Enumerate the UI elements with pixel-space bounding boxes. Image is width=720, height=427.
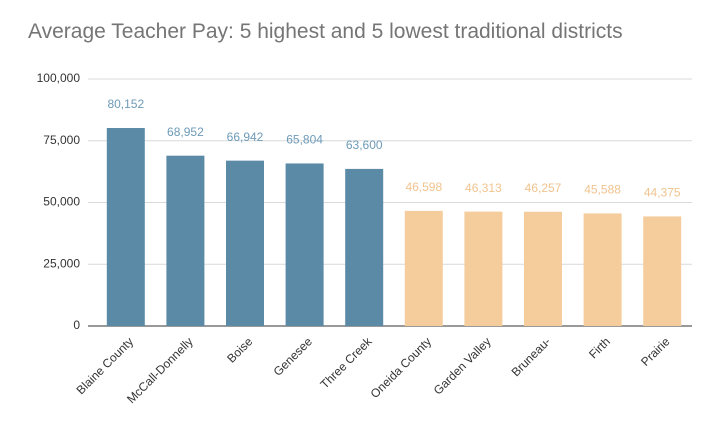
value-label: 66,942 xyxy=(227,130,264,144)
y-tick-label: 75,000 xyxy=(43,133,80,147)
value-label: 45,588 xyxy=(584,183,621,197)
value-label: 65,804 xyxy=(286,133,323,147)
bar xyxy=(226,160,264,326)
value-label: 44,375 xyxy=(644,186,681,200)
bar xyxy=(285,163,324,326)
value-label: 46,257 xyxy=(525,181,562,195)
y-tick-label: 50,000 xyxy=(43,195,80,209)
bar xyxy=(345,168,384,326)
bar xyxy=(643,216,682,326)
value-label: 68,952 xyxy=(167,125,204,139)
y-tick-label: 100,000 xyxy=(37,71,81,85)
bar xyxy=(464,211,503,326)
bar xyxy=(524,211,562,326)
bar xyxy=(583,213,622,326)
y-tick-label: 0 xyxy=(73,318,80,332)
value-label: 46,313 xyxy=(465,181,502,195)
bar xyxy=(404,210,443,326)
value-label: 63,600 xyxy=(346,138,383,152)
bar xyxy=(106,128,145,326)
value-label: 80,152 xyxy=(107,97,144,111)
chart-title: Average Teacher Pay: 5 highest and 5 low… xyxy=(28,20,623,43)
value-label: 46,598 xyxy=(405,180,442,194)
y-tick-label: 25,000 xyxy=(43,256,80,270)
bar xyxy=(166,155,205,326)
